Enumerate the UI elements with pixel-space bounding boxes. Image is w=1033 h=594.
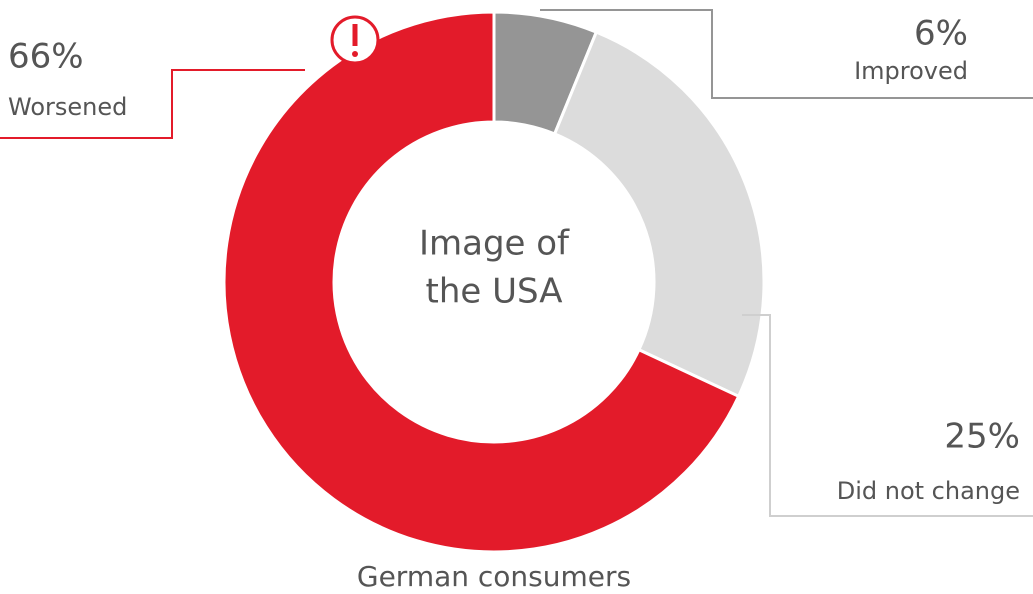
value-label: 25% bbox=[944, 417, 1020, 457]
leader-line bbox=[0, 69, 305, 139]
category-label: Worsened bbox=[8, 93, 127, 121]
warning-icon bbox=[352, 24, 358, 46]
warning-icon bbox=[352, 51, 358, 57]
category-label: Improved bbox=[854, 57, 968, 85]
center-text: the USA bbox=[426, 272, 563, 312]
center-text: Image of bbox=[419, 224, 570, 264]
value-label: 66% bbox=[8, 37, 84, 77]
donut-slice bbox=[552, 30, 766, 399]
donut-slice bbox=[222, 10, 741, 554]
leader-line bbox=[742, 314, 1033, 517]
leader-line bbox=[540, 9, 1033, 99]
caption: German consumers bbox=[357, 560, 631, 593]
value-label: 6% bbox=[914, 14, 968, 54]
category-label: Did not change bbox=[837, 477, 1020, 505]
